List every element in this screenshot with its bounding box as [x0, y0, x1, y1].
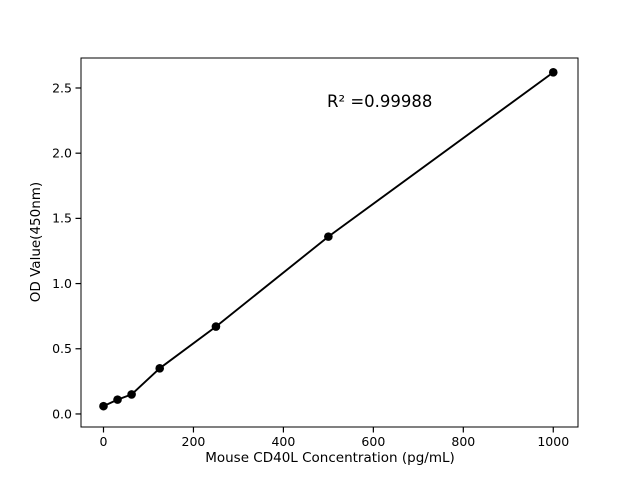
x-tick-label: 200 [182, 434, 206, 449]
data-point [324, 232, 333, 241]
y-tick-label: 2.0 [52, 145, 72, 160]
axes-frame [80, 57, 579, 428]
data-point [113, 395, 122, 404]
data-point [211, 322, 221, 331]
y-tick-label: 1.0 [52, 276, 72, 291]
data-point [548, 68, 558, 77]
data-point [155, 364, 165, 373]
x-tick-label: 800 [451, 434, 475, 449]
y-axis-label: OD Value(450nm) [28, 182, 44, 302]
data-point [127, 390, 136, 399]
tick-layer: 0 200 400 600 800 1000 0.0 0.5 1.0 1.5 2.0 2.5 [52, 80, 569, 449]
x-tick-label: 0 [100, 434, 108, 449]
data-point [99, 401, 108, 411]
y-tick-label: 1.5 [52, 211, 72, 226]
axes-frame-layer [80, 57, 579, 428]
y-tick-label: 0.0 [52, 406, 72, 421]
data-points-layer [99, 68, 558, 411]
r-squared-annotation: R² =0.99988 [327, 92, 432, 111]
x-axis-label: Mouse CD40L Concentration (pg/mL) [205, 450, 455, 466]
y-tick-label: 2.5 [52, 80, 72, 95]
x-tick-label: 1000 [537, 434, 569, 449]
x-tick-label: 400 [271, 434, 295, 449]
y-tick-label: 0.5 [52, 341, 72, 356]
x-tick-label: 600 [361, 434, 385, 449]
